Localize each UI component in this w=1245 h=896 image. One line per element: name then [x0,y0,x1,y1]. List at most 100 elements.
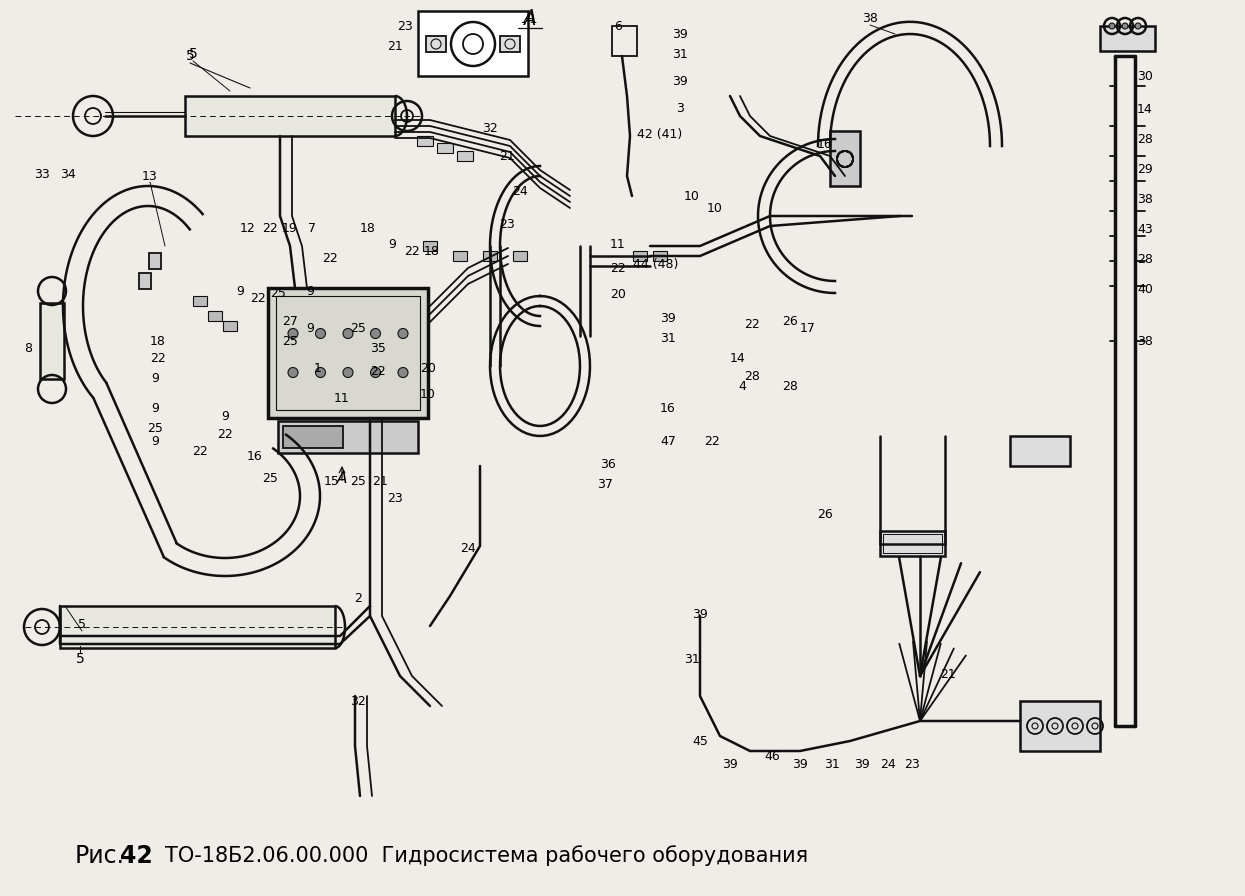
Text: 9: 9 [151,401,159,415]
Text: 25: 25 [350,475,366,487]
Bar [186,96,395,136]
Text: 14: 14 [1137,102,1153,116]
Text: 47: 47 [660,435,676,447]
Text: 21: 21 [499,150,515,162]
Text: 45: 45 [692,735,708,747]
Text: 42: 42 [120,844,153,868]
Circle shape [1122,23,1128,29]
Bar [613,26,637,56]
Bar [1010,436,1069,466]
Text: 32: 32 [482,122,498,134]
Text: 31: 31 [824,757,840,771]
Bar [457,151,473,161]
Text: 22: 22 [217,427,233,441]
Text: 25: 25 [261,471,278,485]
Circle shape [288,367,298,377]
Text: 22: 22 [250,291,266,305]
Text: 39: 39 [854,757,870,771]
Circle shape [344,367,354,377]
Text: 40: 40 [1137,282,1153,296]
Text: 16: 16 [247,450,263,462]
Text: 22: 22 [322,252,337,264]
Circle shape [371,329,381,339]
Text: 28: 28 [782,380,798,392]
Text: 11: 11 [334,392,350,404]
Text: 21: 21 [940,668,956,680]
Text: 38: 38 [862,12,878,24]
Text: 36: 36 [600,458,616,470]
Text: 28: 28 [1137,133,1153,145]
Text: 10: 10 [420,387,436,401]
Text: 5: 5 [186,49,194,63]
Text: 44 (48): 44 (48) [634,257,679,271]
Bar [500,36,520,52]
Text: А: А [337,470,347,486]
Text: 39: 39 [692,607,708,621]
Bar [880,531,945,556]
Bar [268,288,428,418]
Text: 24: 24 [461,541,476,555]
Text: 14: 14 [730,351,746,365]
Text: 10: 10 [707,202,723,214]
Text: А: А [523,9,538,27]
Text: 21: 21 [372,475,388,487]
Bar [149,253,161,269]
Bar [193,296,207,306]
Bar [278,421,418,453]
Text: 24: 24 [512,185,528,197]
Text: 7: 7 [308,221,316,235]
Text: 9: 9 [306,322,314,334]
Text: 38: 38 [1137,193,1153,205]
Text: 23: 23 [387,492,403,504]
Text: 25: 25 [283,334,298,348]
Text: А: А [524,11,537,29]
Text: 1: 1 [314,361,322,375]
Text: ТО-18Б2.06.00.000  Гидросистема рабочего оборудования: ТО-18Б2.06.00.000 Гидросистема рабочего … [166,846,808,866]
Bar [513,251,527,261]
Text: 17: 17 [801,322,815,334]
Bar [139,273,151,289]
Text: 28: 28 [1137,253,1153,265]
Text: 6: 6 [614,20,622,32]
Text: 10: 10 [684,189,700,202]
Circle shape [315,367,325,377]
Text: 23: 23 [397,20,413,32]
Text: 19: 19 [283,221,298,235]
Text: 26: 26 [817,507,833,521]
Text: 46: 46 [764,749,779,762]
Bar [223,321,237,331]
Text: 22: 22 [405,245,420,257]
Text: 24: 24 [880,757,896,771]
Text: 21: 21 [387,39,403,53]
Bar [423,241,437,251]
Bar [1020,701,1101,751]
Text: 31: 31 [660,332,676,344]
Text: 25: 25 [270,287,286,299]
Bar [830,131,860,186]
Text: 30: 30 [1137,70,1153,82]
Text: 9: 9 [388,237,396,251]
Text: 18: 18 [425,245,439,257]
Text: 2: 2 [354,591,362,605]
Text: 38: 38 [1137,334,1153,348]
Text: 18: 18 [360,221,376,235]
Text: 16: 16 [817,137,833,151]
Text: 25: 25 [147,421,163,435]
Circle shape [288,329,298,339]
Bar [1101,26,1155,51]
Bar [418,11,528,76]
Text: 5: 5 [189,47,198,61]
Bar [276,296,420,410]
Text: 22: 22 [610,262,626,274]
Text: 42 (41): 42 (41) [637,127,682,141]
Text: 12: 12 [240,221,256,235]
Bar [453,251,467,261]
Text: 8: 8 [24,341,32,355]
Circle shape [344,329,354,339]
Text: 13: 13 [142,169,158,183]
Text: 39: 39 [722,757,738,771]
Bar [417,136,433,146]
Text: 39: 39 [660,312,676,324]
Circle shape [1109,23,1116,29]
Text: 39: 39 [672,28,688,40]
